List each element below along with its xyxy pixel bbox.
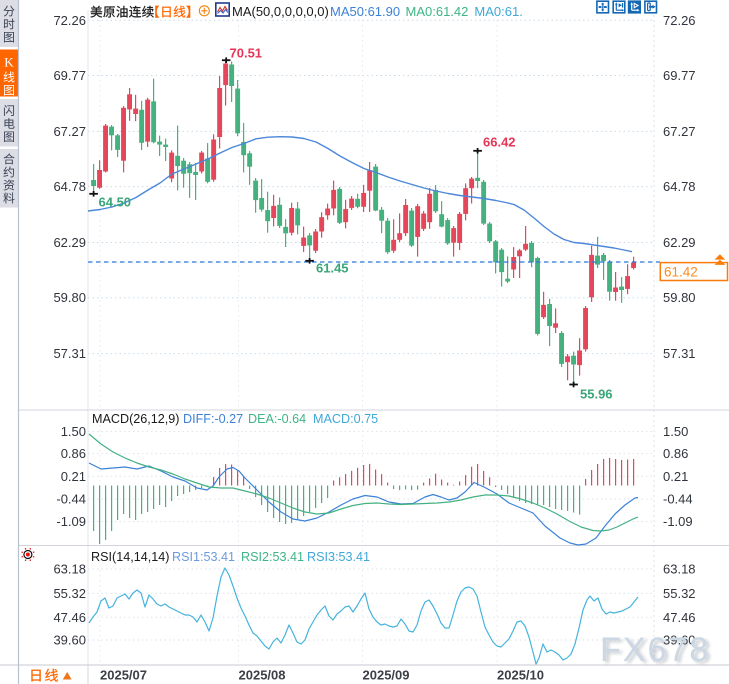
svg-text:RSI1:53.41: RSI1:53.41 <box>172 550 235 564</box>
svg-text:67.27: 67.27 <box>663 124 696 139</box>
svg-text:47.46: 47.46 <box>663 610 696 625</box>
svg-text:0.21: 0.21 <box>61 469 86 484</box>
svg-text:55.32: 55.32 <box>663 586 696 601</box>
svg-text:0.86: 0.86 <box>663 446 688 461</box>
svg-text:69.77: 69.77 <box>663 68 696 83</box>
svg-text:2025/10: 2025/10 <box>497 668 544 683</box>
svg-text:63.18: 63.18 <box>663 562 696 577</box>
svg-text:63.18: 63.18 <box>53 562 86 577</box>
svg-text:MA50:61.90: MA50:61.90 <box>330 4 400 19</box>
svg-text:70.51: 70.51 <box>230 46 263 61</box>
svg-text:MA(50,0,0,0,0,0): MA(50,0,0,0,0,0) <box>232 4 329 19</box>
svg-text:64.78: 64.78 <box>663 179 696 194</box>
svg-text:MACD(26,12,9): MACD(26,12,9) <box>92 412 180 426</box>
svg-text:-0.44: -0.44 <box>56 492 86 507</box>
svg-text:RSI3:53.41: RSI3:53.41 <box>307 550 370 564</box>
svg-text:-0.44: -0.44 <box>663 492 693 507</box>
svg-text:57.31: 57.31 <box>663 346 696 361</box>
svg-text:FX678: FX678 <box>600 631 710 669</box>
svg-text:59.80: 59.80 <box>53 290 86 305</box>
svg-text:39.60: 39.60 <box>53 633 86 648</box>
svg-text:72.26: 72.26 <box>53 13 86 28</box>
svg-text:67.27: 67.27 <box>53 124 86 139</box>
svg-text:55.32: 55.32 <box>53 586 86 601</box>
svg-text:66.42: 66.42 <box>483 135 516 150</box>
svg-text:-1.09: -1.09 <box>663 514 693 529</box>
svg-text:1.50: 1.50 <box>663 424 688 439</box>
svg-text:RSI2:53.41: RSI2:53.41 <box>241 550 304 564</box>
svg-text:FX678: FX678 <box>603 633 713 671</box>
svg-text:DIFF:-0.27: DIFF:-0.27 <box>183 412 243 426</box>
svg-text:57.31: 57.31 <box>53 346 86 361</box>
svg-text:2025/07: 2025/07 <box>100 668 147 683</box>
svg-text:59.80: 59.80 <box>663 290 696 305</box>
svg-text:69.77: 69.77 <box>53 68 86 83</box>
svg-text:61.45: 61.45 <box>316 261 349 276</box>
svg-text:47.46: 47.46 <box>53 610 86 625</box>
svg-text:39.60: 39.60 <box>663 633 696 648</box>
svg-text:MA0:61.: MA0:61. <box>474 4 522 19</box>
svg-text:MA0:61.42: MA0:61.42 <box>406 4 469 19</box>
svg-text:0.86: 0.86 <box>61 446 86 461</box>
svg-text:DEA:-0.64: DEA:-0.64 <box>248 412 306 426</box>
svg-text:2025/09: 2025/09 <box>363 668 410 683</box>
svg-text:61.42: 61.42 <box>664 265 698 280</box>
svg-text:0.21: 0.21 <box>663 469 688 484</box>
svg-text:55.96: 55.96 <box>580 387 613 402</box>
svg-text:72.26: 72.26 <box>663 13 696 28</box>
svg-text:-1.09: -1.09 <box>56 514 86 529</box>
svg-text:MACD:0.75: MACD:0.75 <box>313 412 378 426</box>
svg-text:62.29: 62.29 <box>53 235 86 250</box>
svg-text:64.50: 64.50 <box>99 195 132 210</box>
svg-text:64.78: 64.78 <box>53 179 86 194</box>
svg-text:62.29: 62.29 <box>663 235 696 250</box>
svg-text:1.50: 1.50 <box>61 424 86 439</box>
svg-text:2025/08: 2025/08 <box>239 668 286 683</box>
svg-text:K: K <box>4 55 14 70</box>
svg-text:RSI(14,14,14): RSI(14,14,14) <box>91 550 169 564</box>
